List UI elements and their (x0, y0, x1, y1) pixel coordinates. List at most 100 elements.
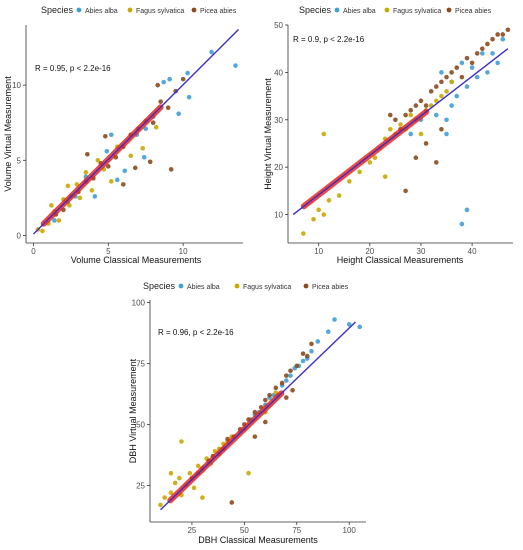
legend-dot-fagus-sylvatica (127, 7, 133, 13)
x-tick-label: 40 (468, 247, 477, 256)
point-picea-abies (393, 117, 398, 123)
legend-item-abies-alba: Abies alba (187, 284, 220, 291)
point-abies-alba (500, 36, 506, 42)
point-fagus-sylvatica (168, 490, 174, 496)
y-tick-label: 10 (12, 81, 21, 90)
point-fagus-sylvatica (326, 198, 332, 203)
legend-item-abies-alba: Abies alba (343, 8, 376, 15)
point-picea-abies (290, 387, 295, 393)
point-fagus-sylvatica (177, 475, 182, 481)
point-fagus-sylvatica (347, 179, 352, 184)
dbh-panel: Species Abies alba Fagus sylvatica Picea… (128, 281, 366, 545)
y-tick-label: 50 (136, 420, 145, 429)
y-tick-label: 25 (136, 481, 145, 490)
point-fagus-sylvatica (336, 193, 342, 198)
point-abies-alba (495, 60, 500, 66)
x-axis-label: Volume Classical Measurements (71, 255, 202, 265)
point-abies-alba (464, 207, 470, 213)
x-tick-label: 0 (31, 247, 36, 256)
point-picea-abies (500, 32, 506, 37)
legend-item-fagus-sylvatica: Fagus sylvatica (136, 8, 184, 15)
point-abies-alba (346, 322, 352, 327)
point-abies-alba (176, 111, 181, 117)
point-abies-alba (161, 79, 166, 85)
point-fagus-sylvatica (246, 470, 251, 476)
point-picea-abies (403, 188, 408, 194)
point-fagus-sylvatica (89, 188, 95, 193)
point-fagus-sylvatica (168, 470, 174, 476)
y-axis-label: Height Virtual Measurement (263, 78, 273, 190)
point-picea-abies (423, 141, 429, 146)
point-fagus-sylvatica (408, 112, 414, 118)
point-picea-abies (229, 500, 235, 505)
point-picea-abies (279, 380, 285, 386)
point-abies-alba (141, 155, 147, 160)
legend-item-fagus-sylvatica: Fagus sylvatica (243, 284, 291, 291)
point-abies-alba (474, 74, 480, 80)
point-fagus-sylvatica (109, 179, 114, 184)
point-abies-alba (332, 317, 337, 322)
legend-dot-picea-abies (446, 7, 452, 13)
point-picea-abies (155, 82, 160, 88)
point-abies-alba (408, 131, 414, 137)
point-picea-abies (433, 160, 439, 165)
dbh-fit (159, 321, 357, 511)
point-picea-abies (309, 341, 314, 347)
point-fagus-sylvatica (316, 207, 321, 213)
legend-dot-abies-alba (76, 7, 82, 13)
point-picea-abies (147, 159, 153, 165)
point-abies-alba (433, 112, 439, 118)
point-picea-abies (158, 99, 163, 104)
point-picea-abies (288, 368, 293, 374)
volume-fit (32, 29, 240, 235)
legend-item-picea-abies: Picea abies (312, 284, 349, 291)
point-picea-abies (284, 395, 289, 400)
y-tick-label: 5 (17, 156, 22, 165)
point-picea-abies (120, 182, 126, 187)
height-ticks: 10 20 30 40 10 20 30 40 50 (274, 21, 477, 256)
point-picea-abies (495, 32, 500, 37)
point-abies-alba (284, 378, 289, 383)
point-abies-alba (480, 51, 485, 56)
point-abies-alba (185, 70, 190, 76)
point-fagus-sylvatica (372, 155, 378, 160)
point-fagus-sylvatica (153, 124, 159, 130)
point-fagus-sylvatica (40, 228, 45, 234)
point-abies-alba (315, 339, 321, 344)
point-fagus-sylvatica (67, 203, 72, 208)
legend-dot-fagus-sylvatica (234, 283, 240, 289)
correlation-annotation: R = 0.95, p < 2.2e-16 (35, 64, 111, 73)
point-abies-alba (109, 132, 114, 138)
y-axis-label: Volume Virtual Measurement (3, 76, 13, 192)
point-fagus-sylvatica (65, 183, 71, 189)
y-tick-label: 50 (274, 21, 283, 30)
point-picea-abies (433, 84, 439, 89)
point-fagus-sylvatica (444, 89, 449, 94)
point-picea-abies (444, 74, 449, 80)
point-abies-alba (122, 168, 128, 174)
point-abies-alba (444, 131, 449, 137)
point-fagus-sylvatica (158, 502, 163, 508)
point-picea-abies (403, 112, 408, 118)
legend-item-fagus-sylvatica: Fagus sylvatica (393, 8, 441, 15)
legend-item-picea-abies: Picea abies (200, 8, 237, 15)
point-abies-alba (167, 76, 172, 82)
point-picea-abies (267, 392, 272, 398)
point-abies-alba (288, 373, 293, 378)
point-fagus-sylvatica (439, 93, 444, 99)
volume-legend: Species Abies alba Fagus sylvatica Picea… (41, 5, 237, 15)
point-picea-abies (165, 105, 171, 110)
point-abies-alba (233, 63, 238, 68)
point-picea-abies (252, 409, 258, 415)
point-fagus-sylvatica (311, 217, 316, 222)
point-fagus-sylvatica (179, 439, 184, 444)
regression-line (159, 321, 357, 511)
legend-item-picea-abies: Picea abies (455, 8, 492, 15)
point-picea-abies (423, 103, 429, 108)
legend-dot-abies-alba (334, 7, 340, 13)
x-tick-label: 10 (179, 247, 188, 256)
point-fagus-sylvatica (195, 463, 201, 469)
x-axis-label: DBH Classical Measurements (198, 535, 318, 545)
y-tick-label: 10 (274, 211, 283, 220)
dbh-legend: Species Abies alba Fagus sylvatica Picea… (143, 281, 349, 291)
